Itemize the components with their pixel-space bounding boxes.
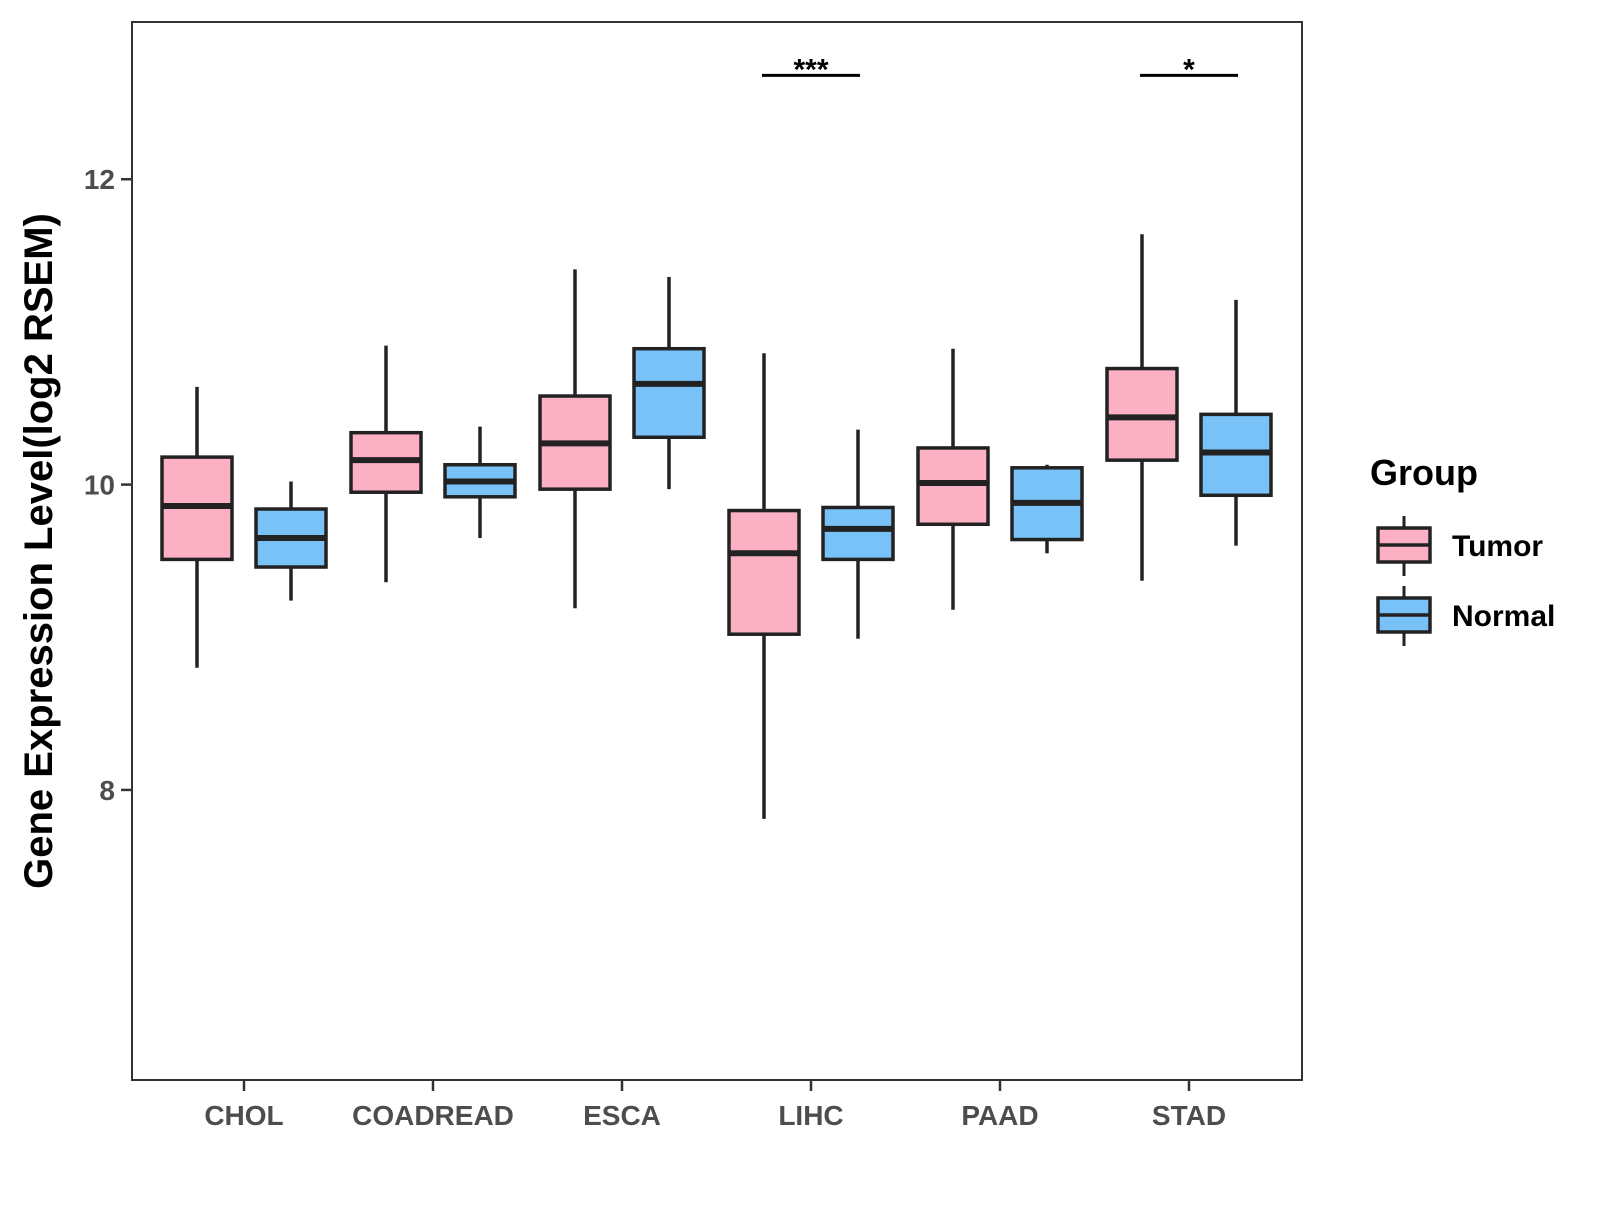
legend-title: Group bbox=[1370, 452, 1478, 493]
x-tick-label-stad: STAD bbox=[1152, 1100, 1226, 1131]
x-tick-label-coadread: COADREAD bbox=[352, 1100, 514, 1131]
legend-label-normal: Normal bbox=[1452, 600, 1555, 633]
x-tick-label-esca: ESCA bbox=[583, 1100, 661, 1131]
x-tick-label-paad: PAAD bbox=[961, 1100, 1038, 1131]
legend-label-tumor: Tumor bbox=[1452, 530, 1543, 563]
significance-label-lihc: *** bbox=[793, 53, 828, 86]
y-tick-label-10: 10 bbox=[84, 470, 115, 501]
y-axis-title: Gene Expression Level(log2 RSEM) bbox=[17, 213, 61, 889]
box-stad-tumor bbox=[1105, 366, 1179, 462]
box-lihc-tumor bbox=[727, 508, 801, 636]
box-esca-normal bbox=[632, 346, 706, 440]
y-tick-label-12: 12 bbox=[84, 164, 115, 195]
x-tick-label-chol: CHOL bbox=[204, 1100, 283, 1131]
significance-label-stad: * bbox=[1183, 53, 1195, 86]
box-lihc-normal bbox=[821, 505, 895, 562]
y-tick-label-8: 8 bbox=[99, 775, 115, 806]
x-tick-label-lihc: LIHC bbox=[778, 1100, 843, 1131]
box-paad-tumor bbox=[916, 446, 990, 527]
